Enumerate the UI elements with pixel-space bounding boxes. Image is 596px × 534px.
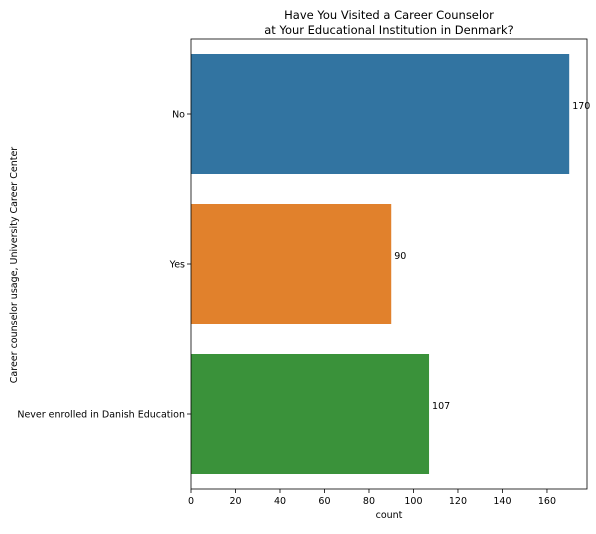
x-axis-ticks: 0 20 40 60 80 100 120 140 160 [188, 489, 556, 507]
x-tick-label-100: 100 [404, 496, 422, 507]
x-tick-label-80: 80 [363, 496, 375, 507]
data-label-yes: 90 [394, 251, 406, 262]
x-tick-label-20: 20 [229, 496, 241, 507]
y-tick-label-no: No [172, 110, 185, 121]
data-label-never-enrolled-in-danish-education: 107 [432, 401, 450, 412]
y-tick-label-yes: Yes [169, 260, 185, 271]
x-tick-label-120: 120 [449, 496, 467, 507]
chart-title-line-2: at Your Educational Institution in Denma… [264, 23, 514, 37]
x-axis-label: count [376, 510, 403, 521]
bars-layer [191, 54, 570, 474]
data-labels-layer: 170 90 107 [394, 101, 590, 412]
bar-yes [191, 204, 392, 324]
x-tick-label-0: 0 [188, 496, 194, 507]
bar-no [191, 54, 570, 174]
plot-frame [190, 38, 588, 490]
y-axis-label: Career counselor usage, University Caree… [9, 147, 20, 383]
data-label-no: 170 [572, 101, 590, 112]
chart-title-line-1: Have You Visited a Career Counselor [284, 8, 494, 22]
y-tick-label-never-enrolled-in-danish-education: Never enrolled in Danish Education [17, 410, 185, 421]
x-tick-label-60: 60 [318, 496, 330, 507]
bar-never-enrolled-in-danish-education [191, 354, 430, 474]
x-tick-label-160: 160 [538, 496, 556, 507]
x-tick-label-40: 40 [274, 496, 286, 507]
y-axis-ticks: No Yes Never enrolled in Danish Education [17, 110, 191, 421]
x-tick-label-140: 140 [493, 496, 511, 507]
